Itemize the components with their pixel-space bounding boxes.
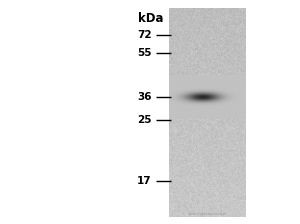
Text: www.elabscience.com: www.elabscience.com xyxy=(188,212,227,216)
Text: 55: 55 xyxy=(137,48,152,58)
Text: 25: 25 xyxy=(137,115,152,125)
Text: 36: 36 xyxy=(137,93,152,102)
Text: kDa: kDa xyxy=(138,12,164,25)
Text: Elabscience: Elabscience xyxy=(260,0,297,1)
Text: 17: 17 xyxy=(137,177,152,186)
Text: 72: 72 xyxy=(137,30,152,40)
